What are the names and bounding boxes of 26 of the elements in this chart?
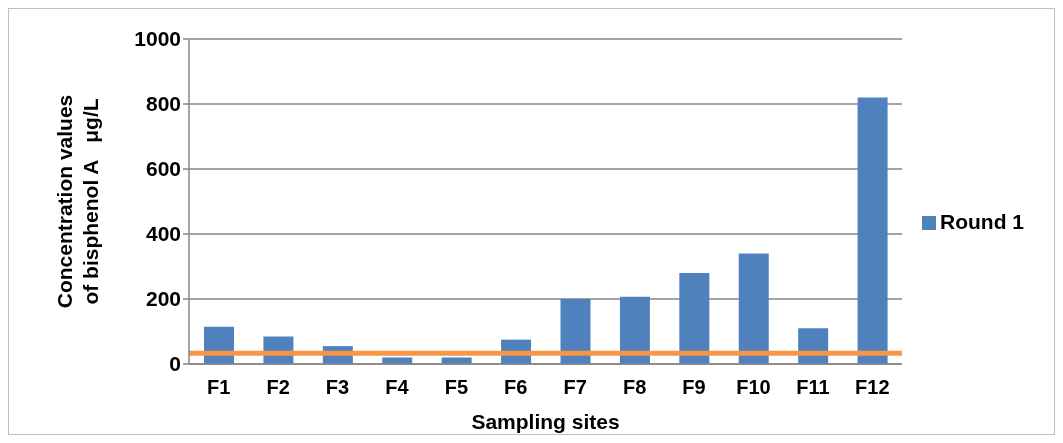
y-tick-label: 0: [169, 352, 181, 376]
bar: [560, 299, 591, 364]
x-tick-label: F1: [207, 376, 231, 399]
y-tick-label: 400: [145, 222, 181, 246]
bar: [679, 273, 710, 364]
x-tick-label: F2: [266, 376, 290, 399]
y-axis-title: Concentration values of bisphenol A μg/L: [53, 94, 102, 309]
x-tick-label: F7: [563, 376, 587, 399]
x-tick-label: F12: [855, 376, 890, 399]
y-tick-label: 600: [145, 157, 181, 181]
x-tick-label: F8: [622, 376, 647, 399]
x-tick-label: F11: [796, 376, 830, 399]
x-tick-label: F6: [504, 376, 528, 399]
y-tick-label: 1000: [134, 27, 181, 51]
x-tick-label: F9: [682, 376, 706, 399]
x-tick-label: F10: [736, 376, 771, 399]
x-tick-label: F5: [444, 376, 469, 399]
x-tick-label: F4: [385, 376, 410, 399]
x-tick-label: F3: [325, 376, 350, 399]
y-tick-label: 800: [145, 92, 181, 116]
bar: [738, 253, 769, 364]
y-tick-label: 200: [145, 287, 181, 311]
legend-label: Round 1: [940, 209, 1024, 233]
bar: [619, 296, 650, 364]
bar: [857, 97, 888, 364]
x-axis-title: Sampling sites: [471, 410, 620, 433]
